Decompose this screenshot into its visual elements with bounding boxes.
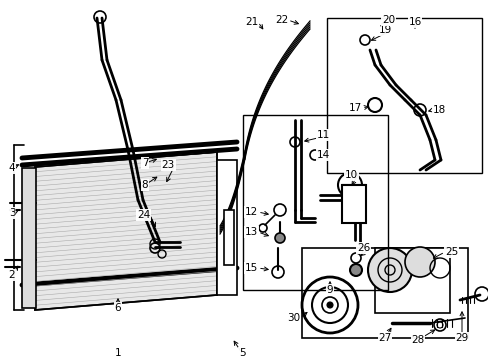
- Text: 26: 26: [356, 243, 369, 253]
- Text: 28: 28: [410, 335, 424, 345]
- Text: 1: 1: [115, 348, 121, 358]
- Text: 18: 18: [432, 105, 446, 115]
- Text: 12: 12: [244, 207, 258, 217]
- Bar: [243, 115, 387, 290]
- Text: 30: 30: [286, 313, 299, 323]
- Text: 6: 6: [115, 303, 121, 313]
- Text: 13: 13: [244, 227, 258, 237]
- Text: 27: 27: [378, 333, 391, 343]
- Bar: [341, 185, 365, 223]
- Text: 9: 9: [326, 285, 333, 295]
- Bar: [326, 18, 481, 173]
- Bar: [374, 248, 449, 313]
- Text: 15: 15: [244, 263, 258, 273]
- Text: 25: 25: [444, 247, 457, 257]
- Bar: [22, 168, 36, 308]
- Text: 14: 14: [316, 150, 329, 160]
- Text: 11: 11: [316, 130, 329, 140]
- Text: 17: 17: [348, 103, 361, 113]
- Text: 16: 16: [407, 17, 421, 27]
- Text: 29: 29: [454, 333, 468, 343]
- Circle shape: [23, 202, 33, 212]
- Text: 19: 19: [378, 25, 391, 35]
- Polygon shape: [35, 152, 217, 310]
- Text: 10: 10: [344, 170, 357, 180]
- Circle shape: [326, 302, 332, 308]
- Text: 23: 23: [162, 160, 175, 170]
- Text: 3: 3: [9, 208, 15, 218]
- Text: 5: 5: [238, 348, 245, 358]
- Text: 21: 21: [244, 17, 258, 27]
- Text: 2: 2: [9, 270, 15, 280]
- Text: 7: 7: [142, 158, 148, 168]
- Circle shape: [404, 247, 434, 277]
- Text: 24: 24: [137, 210, 150, 220]
- Bar: [217, 160, 237, 295]
- Text: 22: 22: [274, 15, 287, 25]
- Text: 8: 8: [142, 180, 148, 190]
- Text: 20: 20: [381, 15, 394, 25]
- Circle shape: [274, 233, 285, 243]
- Text: 4: 4: [9, 163, 15, 173]
- Circle shape: [367, 248, 411, 292]
- Bar: [224, 210, 234, 265]
- Circle shape: [349, 264, 361, 276]
